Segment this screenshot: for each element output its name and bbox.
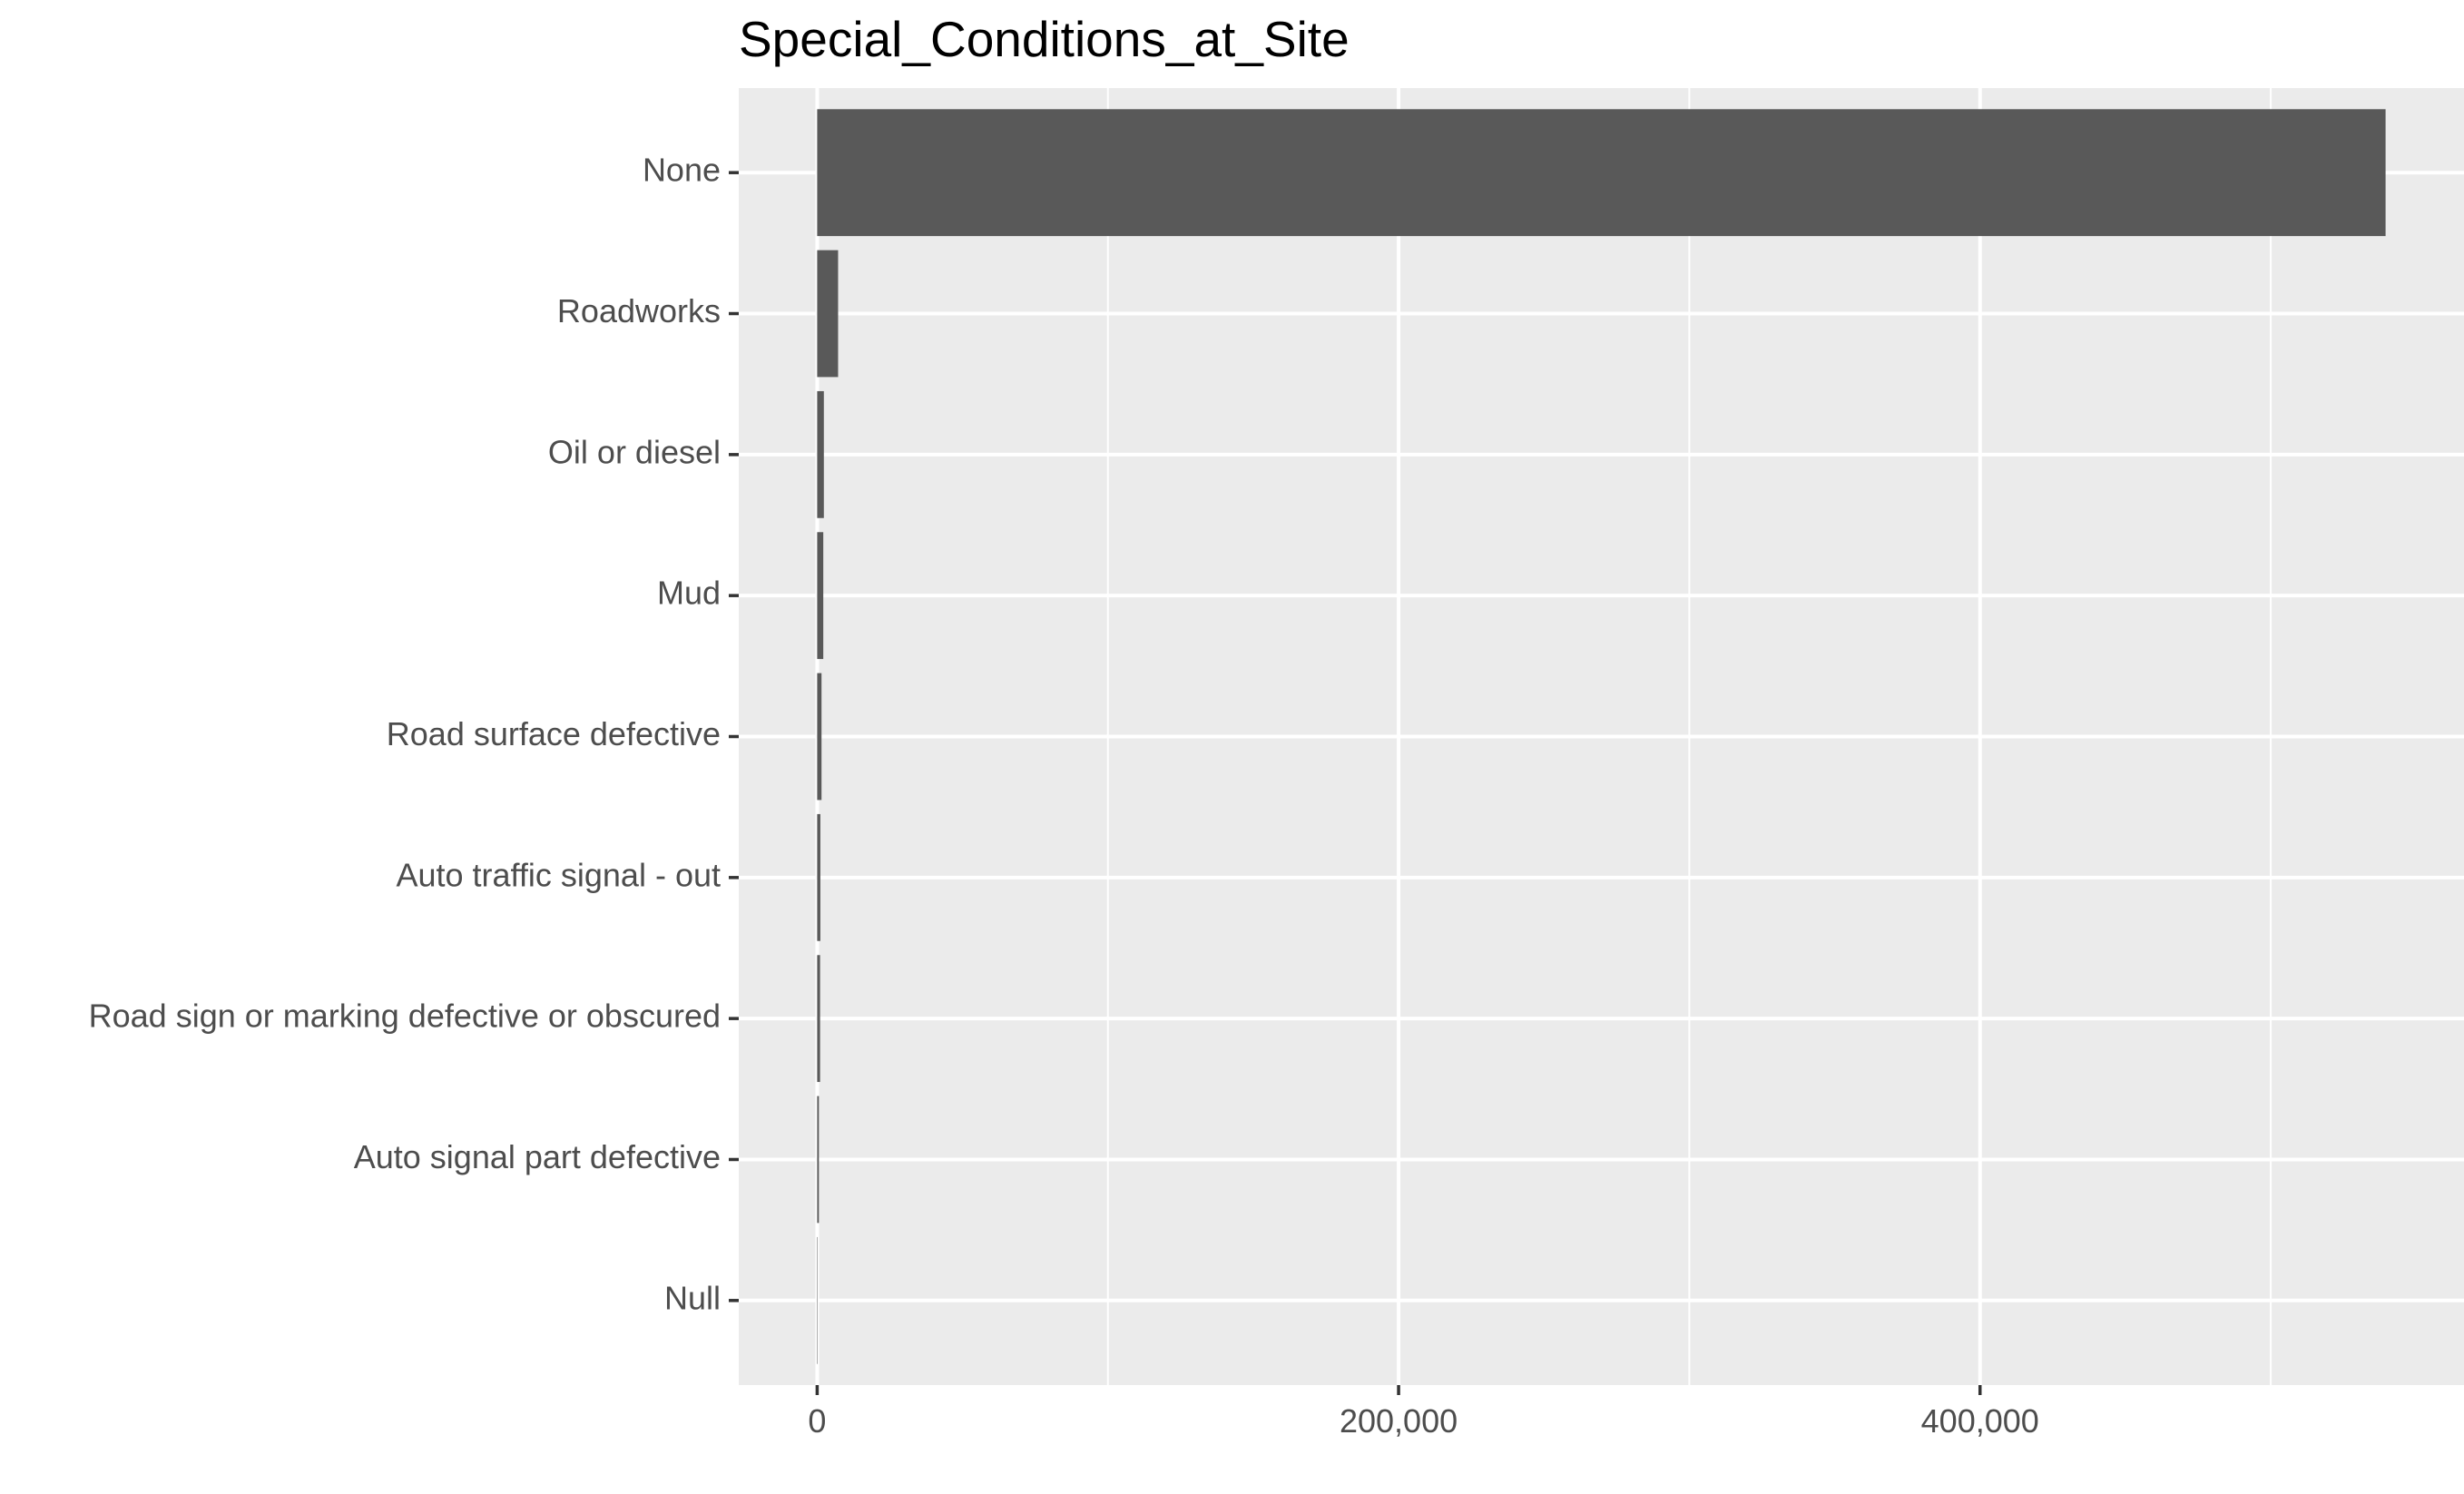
bar-mud [817,532,824,660]
bar-null [817,1236,818,1364]
y-tick-label: Mud [657,575,721,612]
bar-road-surface-defective [817,673,822,801]
y-tick-label: Oil or diesel [548,433,721,470]
bar-none [817,109,2386,237]
bars [817,109,2386,1364]
y-tick-label: Road sign or marking defective or obscur… [89,998,721,1035]
y-axis: None Roadworks Oil or diesel Mud Road surfac… [89,152,739,1316]
y-tick-label: Auto signal part defective [354,1138,721,1175]
bar-auto-signal-part-defective [817,1096,820,1224]
x-axis: 0 200,000 400,000 [808,1385,2039,1440]
x-tick-label: 200,000 [1340,1402,1458,1440]
y-tick-label: None [643,152,721,189]
bar-road-sign-or-marking-defective-or-obscured [817,955,820,1083]
bar-auto-traffic-signal-out [817,813,820,941]
chart-title: Special_Conditions_at_Site [739,11,1350,67]
y-tick-label: Road surface defective [387,715,721,752]
bar-roadworks [817,250,839,378]
y-tick-label: Auto traffic signal - out [396,856,721,893]
y-tick-label: Null [664,1279,721,1316]
x-tick-label: 400,000 [1921,1402,2039,1440]
x-tick-label: 0 [808,1402,826,1440]
bar-oil-or-diesel [817,390,824,518]
y-tick-label: Roadworks [557,292,721,329]
